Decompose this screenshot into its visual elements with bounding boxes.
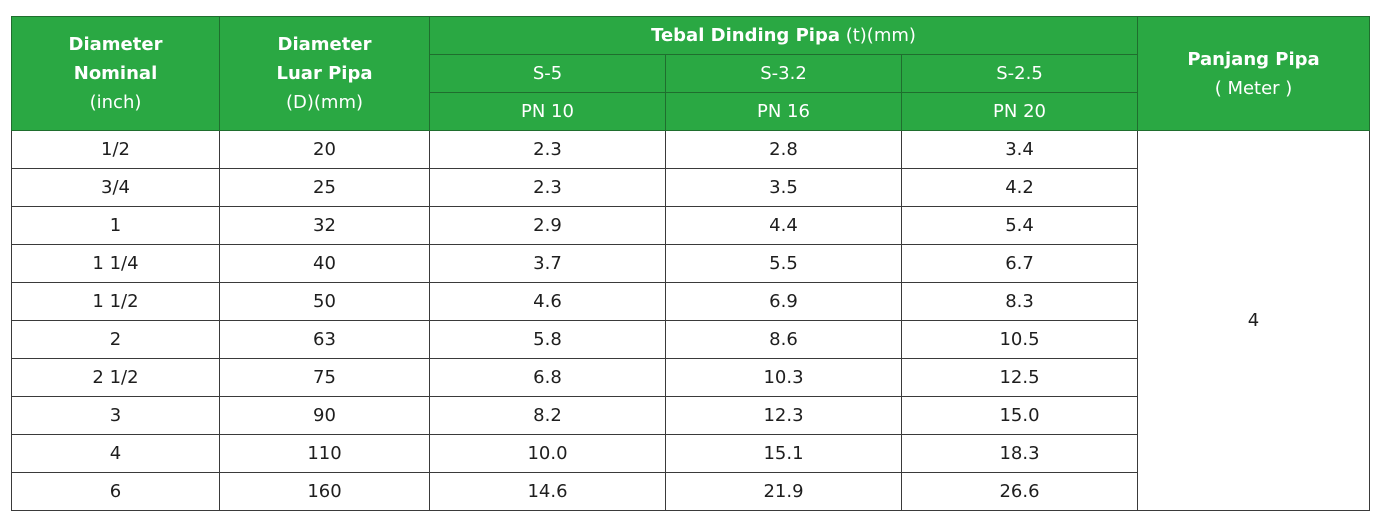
cell-outer-diameter: 40	[219, 244, 430, 283]
header-pipe-length-line2: ( Meter )	[1214, 77, 1293, 99]
cell-s25: 15.0	[900, 396, 1139, 435]
cell-s5: 6.8	[429, 358, 666, 397]
cell-s32: 4.4	[665, 206, 902, 245]
cell-outer-diameter: 32	[219, 206, 430, 245]
cell-pipe-length: 4	[1137, 130, 1371, 511]
header-series-s32: S-3.2	[665, 54, 902, 93]
header-diameter-nominal-line3: (inch)	[89, 92, 142, 113]
header-pn-16: PN 16	[665, 92, 902, 131]
table-row: 1/2 20 2.3 2.8 3.4 4	[11, 130, 1371, 511]
header-diameter-nominal-line2: Nominal	[73, 63, 158, 84]
cell-s5: 5.8	[429, 320, 666, 359]
cell-nominal: 1 1/2	[11, 282, 220, 321]
cell-s5: 2.3	[429, 168, 666, 207]
cell-s25: 10.5	[900, 320, 1139, 359]
table-row: 3 90 8.2 12.3 15.0	[11, 396, 1370, 435]
cell-nominal: 2 1/2	[11, 358, 220, 397]
cell-outer-diameter: 25	[219, 168, 430, 207]
cell-s25: 5.4	[900, 206, 1139, 245]
cell-nominal: 4	[11, 434, 220, 473]
cell-s32: 10.3	[665, 358, 902, 397]
pipe-spec-table-wrapper: Diameter Nominal (inch) Diameter Luar Pi…	[11, 16, 1371, 511]
cell-s5: 4.6	[429, 282, 666, 321]
cell-s32: 8.6	[665, 320, 902, 359]
table-row: 1 32 2.9 4.4 5.4	[11, 206, 1370, 245]
cell-s25: 4.2	[900, 168, 1139, 207]
cell-s25: 6.7	[900, 244, 1139, 283]
header-pn-20: PN 20	[900, 92, 1139, 131]
cell-s32: 5.5	[665, 244, 902, 283]
header-diameter-luar-line3: (D)(mm)	[285, 92, 364, 113]
table-row: 3/4 25 2.3 3.5 4.2	[11, 168, 1370, 207]
header-wall-thickness-unit: (t)(mm)	[839, 25, 916, 46]
cell-nominal: 1 1/4	[11, 244, 220, 283]
header-pipe-length-line1: Panjang Pipa	[1187, 48, 1320, 70]
cell-outer-diameter: 50	[219, 282, 430, 321]
cell-s25: 8.3	[900, 282, 1139, 321]
cell-s25: 26.6	[900, 472, 1139, 511]
cell-outer-diameter: 90	[219, 396, 430, 435]
header-series-s5: S-5	[429, 54, 666, 93]
cell-s32: 21.9	[665, 472, 902, 511]
cell-outer-diameter: 160	[219, 472, 430, 511]
cell-s32: 15.1	[665, 434, 902, 473]
pipe-spec-table: Diameter Nominal (inch) Diameter Luar Pi…	[11, 16, 1371, 511]
header-series-s25: S-2.5	[900, 54, 1139, 93]
table-row: 1 1/2 50 4.6 6.9 8.3	[11, 282, 1370, 321]
cell-s32: 3.5	[665, 168, 902, 207]
header-diameter-nominal-line1: Diameter	[68, 34, 163, 55]
cell-s5: 8.2	[429, 396, 666, 435]
header-wall-thickness: Tebal Dinding Pipa (t)(mm)	[428, 16, 1139, 55]
cell-s5: 10.0	[429, 434, 666, 473]
cell-nominal: 3	[11, 396, 220, 435]
cell-nominal: 1	[11, 206, 220, 245]
cell-s32: 2.8	[665, 130, 902, 169]
header-pipe-length: Panjang Pipa ( Meter )	[1137, 16, 1371, 131]
cell-outer-diameter: 63	[219, 320, 430, 359]
cell-nominal: 6	[11, 472, 220, 511]
header-pn-10: PN 10	[429, 92, 666, 131]
cell-s25: 12.5	[900, 358, 1139, 397]
cell-s25: 18.3	[900, 434, 1139, 473]
cell-s32: 6.9	[665, 282, 902, 321]
cell-outer-diameter: 75	[219, 358, 430, 397]
header-diameter-luar: Diameter Luar Pipa (D)(mm)	[219, 16, 430, 131]
cell-nominal: 1/2	[11, 130, 220, 169]
cell-outer-diameter: 20	[219, 130, 430, 169]
cell-s5: 2.9	[429, 206, 666, 245]
table-row: 6 160 14.6 21.9 26.6	[11, 472, 1370, 511]
header-diameter-luar-line1: Diameter	[277, 34, 372, 55]
cell-s5: 3.7	[429, 244, 666, 283]
table-row: 2 1/2 75 6.8 10.3 12.5	[11, 358, 1370, 397]
table-row: 4 110 10.0 15.1 18.3	[11, 434, 1370, 473]
cell-s25: 3.4	[900, 130, 1139, 169]
cell-s5: 2.3	[429, 130, 666, 169]
cell-outer-diameter: 110	[219, 434, 430, 473]
header-diameter-luar-line2: Luar Pipa	[276, 63, 373, 84]
cell-nominal: 2	[11, 320, 220, 359]
header-diameter-nominal: Diameter Nominal (inch)	[11, 16, 220, 131]
cell-s5: 14.6	[429, 472, 666, 511]
cell-s32: 12.3	[665, 396, 902, 435]
cell-nominal: 3/4	[11, 168, 220, 207]
header-wall-thickness-bold: Tebal Dinding Pipa	[651, 25, 840, 46]
